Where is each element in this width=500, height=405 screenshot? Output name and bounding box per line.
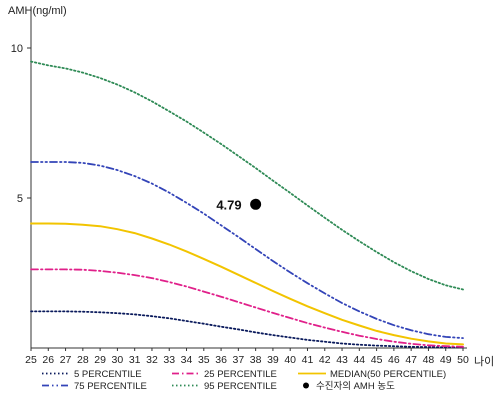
x-tick-label: 47	[405, 354, 417, 366]
patient-point-label: 4.79	[216, 197, 241, 212]
y-tick-label: 10	[11, 43, 23, 55]
y-tick-label: 5	[17, 193, 23, 205]
x-tick-label: 38	[250, 354, 262, 366]
x-tick-label: 25	[25, 354, 37, 366]
series-line-4	[30, 60, 464, 291]
series-line-2	[30, 222, 464, 346]
x-axis-label: 나이	[474, 355, 494, 368]
x-tick-label: 43	[336, 354, 348, 366]
x-tick-label: 39	[267, 354, 279, 366]
legend-point-marker	[303, 382, 309, 389]
x-tick-label: 28	[77, 354, 89, 366]
x-tick-label: 27	[60, 354, 72, 366]
x-tick-label: 45	[371, 354, 383, 366]
x-tick-label: 37	[233, 354, 245, 366]
x-tick-label: 33	[163, 354, 175, 366]
x-tick-label: 50	[457, 354, 469, 366]
x-tick-label: 31	[129, 354, 141, 366]
x-tick-label: 32	[146, 354, 158, 366]
series-line-0	[30, 310, 464, 349]
legend-label-3: 75 PERCENTILE	[74, 381, 147, 392]
y-axis-label: AMH(ng/ml)	[8, 5, 67, 17]
x-tick-label: 49	[440, 354, 452, 366]
x-tick-label: 30	[112, 354, 124, 366]
x-tick-label: 34	[181, 354, 193, 366]
x-tick-label: 44	[353, 354, 365, 366]
x-tick-label: 42	[319, 354, 331, 366]
x-tick-label: 41	[302, 354, 314, 366]
series-line-3	[30, 161, 464, 339]
legend-label-0: 5 PERCENTILE	[74, 369, 142, 380]
x-tick-label: 36	[215, 354, 227, 366]
legend-label-4: 95 PERCENTILE	[204, 381, 277, 392]
patient-point	[250, 198, 262, 210]
x-tick-label: 35	[198, 354, 210, 366]
legend-point-label: 수진자의 AMH 농도	[316, 381, 395, 392]
x-tick-label: 48	[423, 354, 435, 366]
x-tick-label: 46	[388, 354, 400, 366]
legend-label-1: 25 PERCENTILE	[204, 369, 277, 380]
x-tick-label: 40	[284, 354, 296, 366]
legend-label-2: MEDIAN(50 PERCENTILE)	[330, 369, 446, 380]
x-tick-label: 26	[42, 354, 54, 366]
x-tick-label: 29	[94, 354, 106, 366]
series-line-1	[30, 268, 464, 348]
